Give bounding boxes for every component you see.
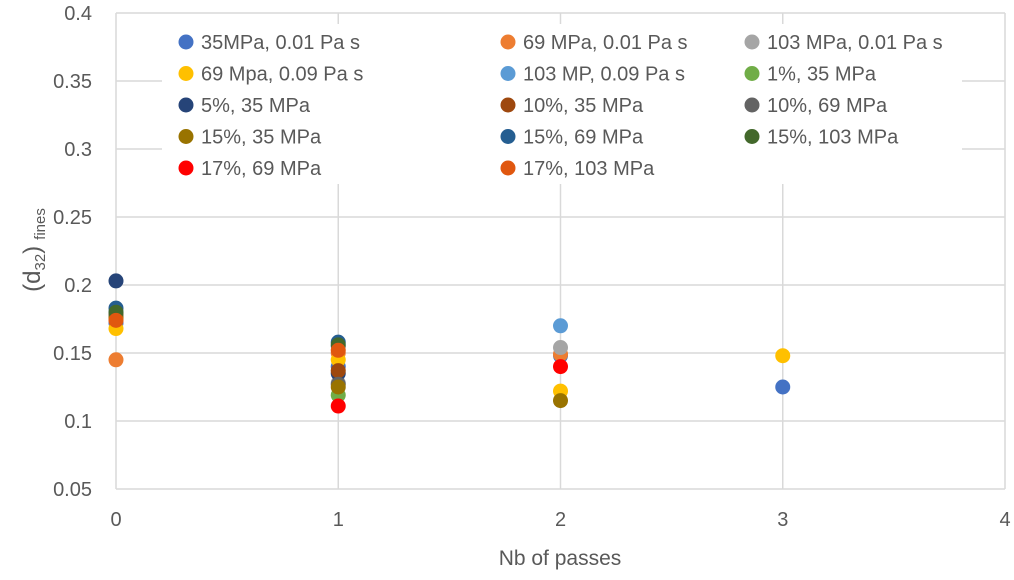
legend-marker [500,66,516,81]
y-tick-label: 0.1 [64,411,92,433]
legend-marker [178,34,194,50]
y-axis-label: (d32)fines [19,208,49,292]
legend-entry: 10%, 35 MPa [523,95,644,117]
x-axis-label: Nb of passes [499,547,622,570]
legend-marker [744,129,760,144]
data-point [553,393,568,409]
legend-marker [178,97,194,113]
data-point [775,379,791,395]
legend-entry: 35MPa, 0.01 Pa s [201,32,360,54]
x-tick-label: 1 [333,509,344,531]
legend: 35MPa, 0.01 Pa s 69 MPa, 0.01 Pa s 103 MPa… [162,24,962,184]
data-points [108,273,791,414]
y-tick-label: 0.05 [53,479,92,501]
legend-entry: 103 MP, 0.09 Pa s [523,64,685,86]
data-point [553,359,568,375]
legend-marker [178,66,194,81]
legend-entry: 17%, 69 MPa [201,158,322,180]
y-tick-label: 0.4 [64,3,92,25]
data-point [108,312,124,328]
legend-marker [178,129,194,144]
y-tick-label: 0.15 [53,343,92,365]
x-tick-label: 3 [777,509,788,531]
data-point [553,318,568,334]
legend-entry: 17%, 103 MPa [523,158,655,180]
legend-entry: 15%, 103 MPa [767,127,899,149]
data-point [330,379,346,395]
legend-entry: 1%, 35 MPa [767,64,877,86]
y-axis-ticks: 0.05 0.1 0.15 0.2 0.25 0.3 0.35 0.4 [53,3,92,501]
legend-marker [500,97,516,113]
legend-entry: 69 MPa, 0.01 Pa s [523,32,688,54]
data-point [330,398,346,414]
legend-marker [744,97,760,113]
data-point [108,273,124,289]
legend-entry: 15%, 35 MPa [201,127,322,149]
x-tick-label: 0 [110,509,121,531]
x-tick-label: 4 [999,509,1010,531]
legend-entry: 10%, 69 MPa [767,95,888,117]
data-point [553,340,568,356]
legend-marker [744,34,760,50]
legend-entry: 69 Mpa, 0.09 Pa s [201,64,363,86]
legend-background [162,24,962,184]
y-tick-label: 0.35 [53,71,92,93]
data-point [330,342,346,358]
legend-marker [178,160,194,176]
legend-entry: 5%, 35 MPa [201,95,311,117]
legend-entry: 103 MPa, 0.01 Pa s [767,32,943,54]
legend-marker [500,34,516,50]
legend-entry: 15%, 69 MPa [523,127,644,149]
legend-marker [744,66,760,81]
x-axis-ticks: 0 1 2 3 4 [110,509,1010,531]
y-tick-label: 0.2 [64,275,92,297]
y-tick-label: 0.25 [53,207,92,229]
data-point [775,348,791,364]
data-point [108,352,124,368]
y-tick-label: 0.3 [64,139,92,161]
data-point [330,363,346,379]
legend-marker [500,129,516,144]
x-tick-label: 2 [555,509,566,531]
legend-marker [500,160,516,176]
